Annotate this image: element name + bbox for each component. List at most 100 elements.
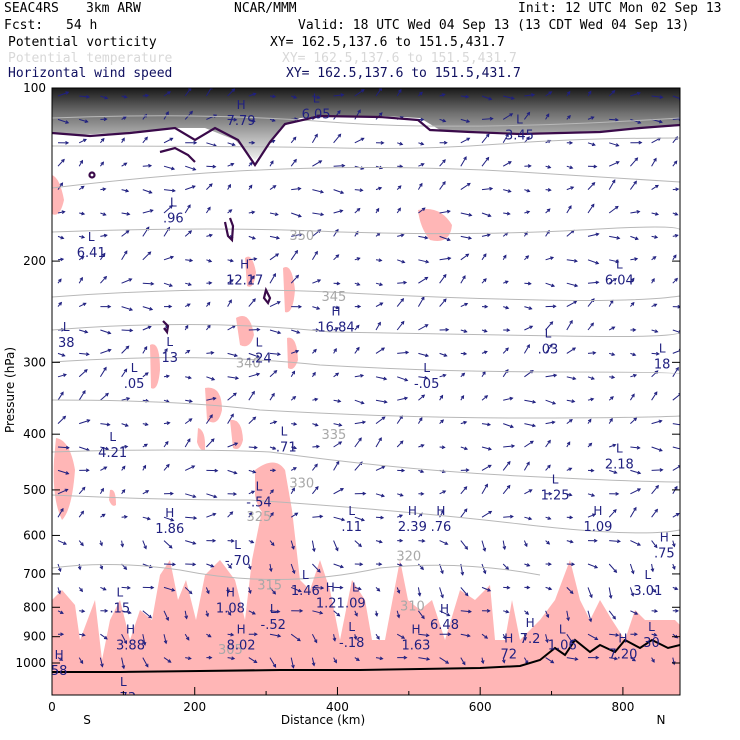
wind-vector (418, 444, 425, 448)
wind-vector (206, 563, 215, 568)
wind-vector (503, 396, 514, 401)
wind-vector-shaft (481, 133, 490, 144)
extremum-L-13: L.05 (124, 361, 145, 392)
wind-vector (439, 373, 447, 378)
y-tick-label-300: 300 (23, 355, 46, 369)
wind-vector-shaft (630, 610, 638, 615)
wind-vector (609, 259, 620, 264)
wind-vector-shaft (630, 417, 637, 424)
wind-vector-head (357, 586, 362, 591)
wind-vector-head (205, 613, 210, 618)
wind-vector (269, 118, 276, 122)
wind-vector-shaft (121, 230, 130, 237)
wind-vector-head (252, 298, 256, 303)
x-tick-label-0: 0 (48, 700, 56, 714)
wind-vector-shaft (57, 446, 69, 449)
wind-vector-head (566, 617, 570, 622)
wind-vector (121, 423, 129, 427)
wind-vector-shaft (185, 540, 196, 545)
wind-vector (375, 88, 383, 97)
wind-vector (184, 88, 192, 97)
wind-vector-head (193, 140, 198, 145)
wind-vector (672, 608, 680, 613)
theta-label-315: 315 (257, 578, 282, 593)
wind-vector (354, 373, 365, 378)
wind-vector (163, 610, 169, 622)
extremum-type: L (645, 568, 652, 582)
wind-vector-head (83, 369, 88, 373)
wind-vector (269, 185, 277, 191)
wind-vector-head (421, 296, 425, 301)
wind-vector-shaft (524, 440, 534, 448)
wind-vector-shaft (354, 109, 361, 120)
wind-vector (545, 586, 553, 591)
extremum-H-38: H1.63 (401, 623, 430, 654)
wind-vector-shaft (587, 281, 599, 284)
wind-vector-head (547, 187, 552, 192)
wind-vector (57, 391, 64, 401)
wind-vector-head (568, 492, 573, 497)
wind-vector (79, 352, 90, 357)
wind-vector (418, 324, 429, 331)
wind-vector-shaft (587, 182, 595, 190)
wind-vector (481, 586, 492, 592)
wind-vector-head (397, 185, 402, 189)
wind-vector-shaft (248, 275, 255, 284)
y-tick-label-100: 100 (23, 81, 46, 95)
wind-vector-shaft (439, 235, 451, 241)
wind-vector-shaft (206, 397, 216, 401)
wind-vector-head (638, 140, 643, 145)
wind-vector (630, 210, 641, 214)
wind-vector-head (651, 659, 655, 663)
wind-vector (121, 489, 126, 495)
extremum-value: 2.18 (605, 457, 634, 472)
wind-vector-shaft (375, 322, 381, 331)
wind-vector (397, 538, 404, 543)
wind-vector (121, 278, 133, 284)
wind-vector-shaft (312, 306, 320, 310)
wind-vector (503, 328, 511, 332)
wind-vector (227, 442, 239, 448)
wind-vector (460, 302, 469, 308)
wind-vector-head (396, 614, 401, 619)
wind-vector (651, 587, 657, 593)
wind-vector-head (270, 160, 274, 165)
wind-vector-shaft (629, 507, 637, 518)
wind-vector (651, 235, 659, 239)
wind-vector-head (126, 585, 131, 590)
wind-vector (79, 419, 91, 425)
wind-vector-head (526, 461, 530, 466)
wind-vector (354, 89, 365, 97)
wind-vector (121, 137, 125, 144)
wind-vector-head (277, 330, 282, 335)
wind-vector (566, 399, 576, 403)
wind-vector-head (487, 422, 492, 427)
wind-vector-head (143, 345, 148, 350)
wind-vector-shaft (481, 95, 492, 100)
wind-vector-head (125, 188, 130, 193)
wind-vector-shaft (269, 185, 276, 191)
wind-vector-head (466, 119, 471, 123)
wind-vector-head (673, 254, 677, 259)
wind-vector (312, 422, 319, 427)
wind-vector-shaft (206, 513, 216, 518)
wind-vector-field (57, 88, 680, 670)
wind-vector-head (270, 542, 275, 547)
wind-vector-shaft (608, 90, 615, 97)
wind-vector-head (125, 345, 130, 350)
wind-vector-head (292, 136, 297, 141)
wind-vector-head (165, 374, 170, 379)
wind-vector-head (466, 182, 471, 187)
wind-vector-head (462, 275, 466, 280)
wind-vector-head (378, 112, 383, 116)
wind-vector-shaft (545, 91, 552, 97)
wind-vector (524, 585, 531, 590)
wind-vector-shaft (290, 488, 295, 495)
extremum-H-36: H8.02 (227, 623, 256, 654)
extremum-L-15: L4.21 (98, 430, 127, 461)
wind-vector (163, 463, 170, 471)
wind-vector (629, 393, 635, 401)
wind-vector (481, 233, 491, 238)
wind-vector (460, 609, 472, 614)
wind-vector (566, 610, 570, 622)
